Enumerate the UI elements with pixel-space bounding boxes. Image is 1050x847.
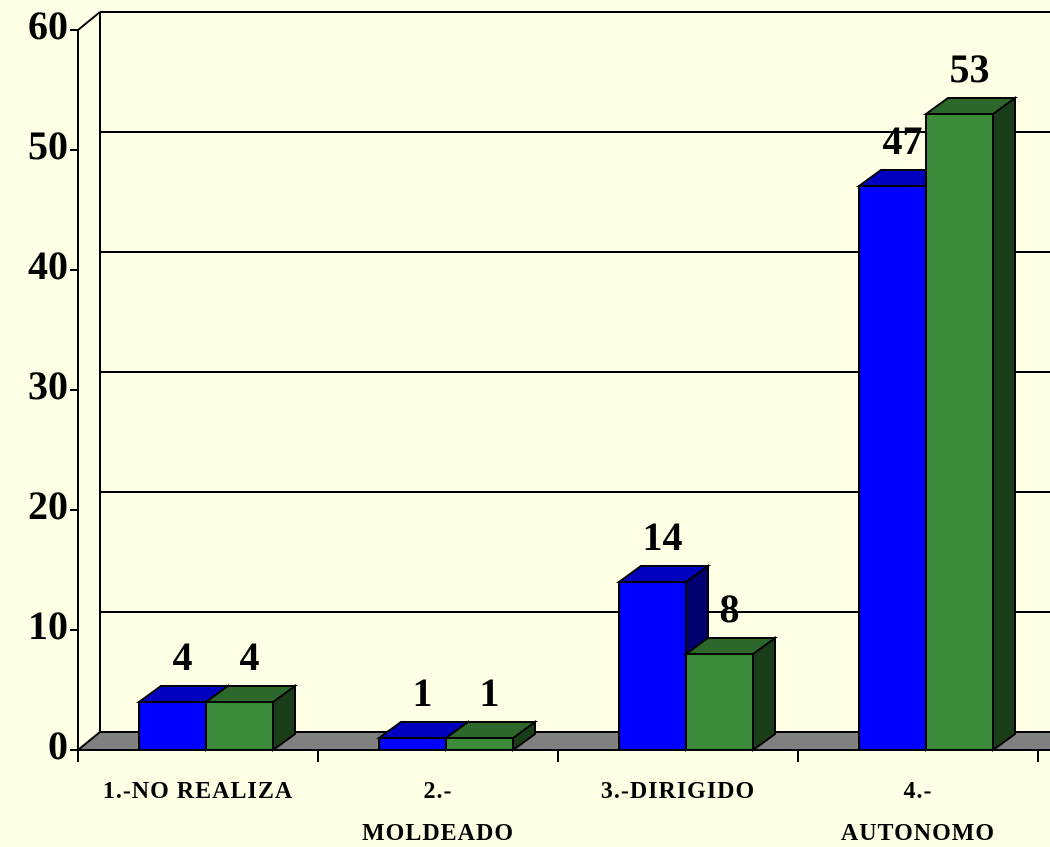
y-tick-label: 40 — [28, 243, 68, 288]
value-label: 53 — [950, 46, 990, 91]
y-tick-label: 20 — [28, 483, 68, 528]
y-tick-label: 60 — [28, 3, 68, 48]
y-tick-label: 30 — [28, 363, 68, 408]
bar — [445, 737, 514, 751]
x-tick-label: 2.- MOLDEADO — [362, 778, 514, 846]
wall-top — [77, 11, 101, 31]
value-label: 4 — [173, 634, 193, 679]
bar — [378, 737, 447, 751]
bar — [925, 113, 994, 751]
value-label: 47 — [883, 118, 923, 163]
value-label: 14 — [643, 514, 683, 559]
y-tick-label: 10 — [28, 603, 68, 648]
x-tick-label: 4.- AUTONOMO — [840, 778, 996, 846]
bar-side — [992, 96, 1016, 752]
value-label: 1 — [413, 670, 433, 715]
y-tick-label: 0 — [48, 723, 68, 768]
bar — [858, 185, 927, 751]
bar — [618, 581, 687, 751]
bar — [685, 653, 754, 751]
value-label: 8 — [720, 586, 740, 631]
value-label: 4 — [240, 634, 260, 679]
y-tick-label: 50 — [28, 123, 68, 168]
x-tick-label: 3.-DIRIGIDO — [600, 778, 756, 804]
bar — [205, 701, 274, 751]
bar — [138, 701, 207, 751]
value-label: 1 — [480, 670, 500, 715]
bar-side — [752, 636, 776, 752]
x-tick-label: 1.-NO REALIZA — [102, 778, 294, 804]
